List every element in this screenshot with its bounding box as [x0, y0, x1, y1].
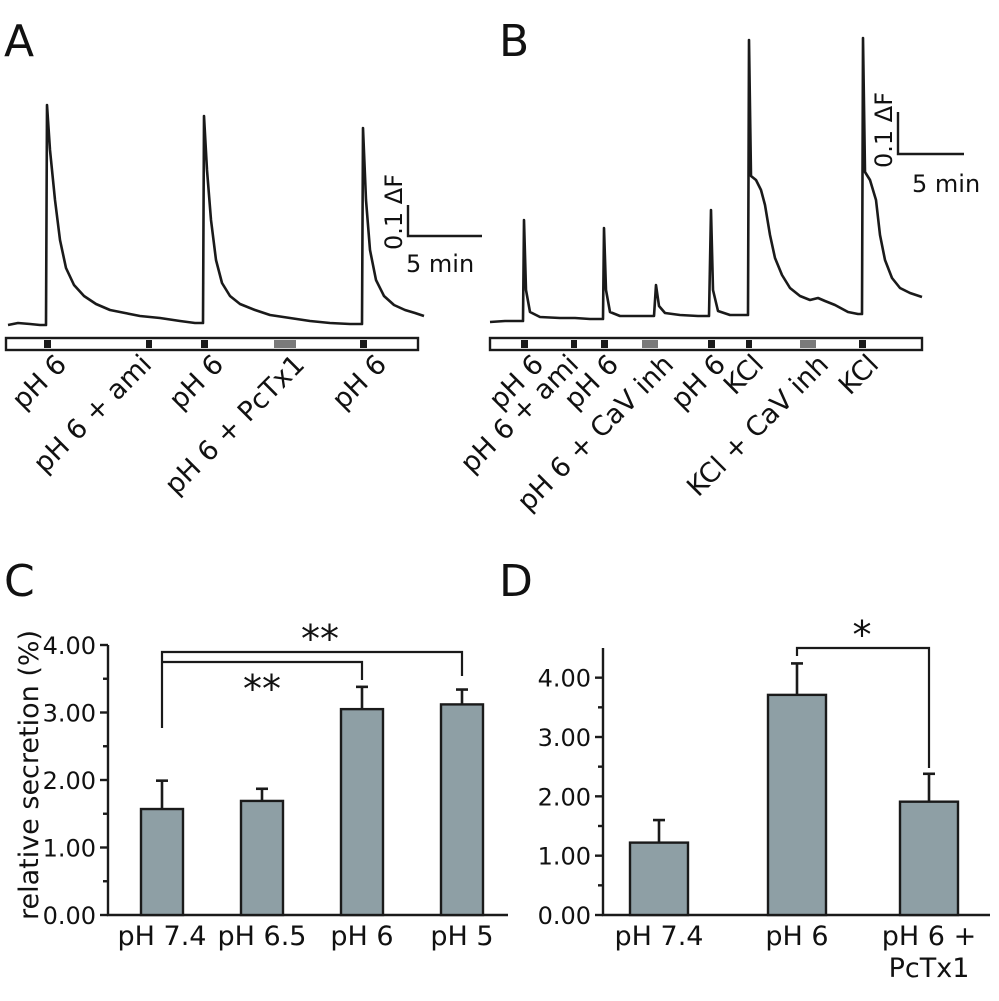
panel-b-stim-mark [859, 340, 866, 348]
panel-b-calcium-trace [489, 36, 923, 324]
panel-d-y-tick-label: 3.00 [538, 724, 591, 752]
panel-d-bar-2 [766, 693, 828, 917]
panel-c-y-tick-label: 4.00 [43, 632, 96, 660]
panel-b-stim-mark [800, 340, 816, 348]
panel-c-x-tick-label: pH 7.4 [118, 921, 207, 952]
panel-d-bar-3 [898, 800, 960, 917]
panel-c-y-tick-label: 0.00 [43, 902, 96, 930]
panel-a-calcium-trace [7, 103, 425, 327]
panel-c-y-tick-label: 2.00 [43, 767, 96, 795]
panel-a-scale-bar [406, 205, 482, 238]
panel-b-stim-mark [521, 340, 528, 348]
panel-d-bar-1 [628, 841, 690, 917]
panel-letter-a: A [4, 16, 34, 67]
panel-d-y-tick-label: 1.00 [538, 843, 591, 871]
panel-d-y-tick-label: 0.00 [538, 902, 591, 930]
panel-c-y-tick-label: 1.00 [43, 835, 96, 863]
panel-letter-d: D [499, 556, 533, 607]
panel-b-scale-df-label: 0.1 ΔF [870, 92, 898, 168]
panel-a-trace-group: 0.1 ΔF 5 min pH 6 pH 6 + ami pH 6 pH 6 +… [4, 103, 482, 501]
panel-b-stimulus-bar [488, 336, 924, 352]
panel-c-y-axis-label: relative secretion (%) [14, 630, 45, 920]
panel-a-stim-label-4: pH 6 + PcTx1 [159, 349, 311, 501]
panel-a-stim-mark [201, 340, 208, 348]
panel-c-bar-4 [439, 703, 485, 917]
panel-b-stim-mark [746, 340, 752, 348]
panel-b-stim-label-6: KCl [718, 349, 770, 401]
panel-c-bar-3 [339, 707, 385, 917]
panel-a-stim-label-1: pH 6 [6, 349, 73, 416]
panel-b-stim-label-8: KCl [833, 349, 885, 401]
panel-a-stim-label-5: pH 6 [326, 349, 393, 416]
panel-d-x-tick-label: pH 7.4 [615, 921, 704, 952]
panel-c-x-tick-label: pH 6.5 [218, 921, 307, 952]
panel-d-y-tick-label: 4.00 [538, 665, 591, 693]
panel-c-sig-bracket-outer [160, 650, 464, 728]
panel-c-bar-chart: relative secretion (%) ** ** 0.00 1.00 2.0… [14, 617, 508, 952]
panel-c-y-tick-label: 3.00 [43, 700, 96, 728]
panel-b-stim-mark [708, 340, 715, 348]
panel-letter-c: C [4, 556, 35, 607]
panel-c-x-tick-label: pH 6 [330, 921, 393, 952]
panel-c-bar-1 [139, 807, 185, 917]
panel-c-bar-2 [239, 799, 285, 917]
panel-a-stim-mark [274, 340, 296, 348]
panel-c-significance-inner: ** [243, 667, 281, 711]
panel-b-stim-mark [601, 340, 608, 348]
panel-b-stim-mark [642, 340, 658, 348]
panel-a-stimulus-bar [4, 336, 420, 352]
panel-d-bar-chart: * 0.00 1.00 2.00 3.00 4.00 pH 7.4 pH 6 pH 6 +Pc… [538, 613, 990, 984]
panel-d-significance: * [853, 613, 872, 657]
panel-b-scale-time-label: 5 min [912, 170, 980, 198]
panel-letter-b: B [499, 16, 529, 67]
panel-b-scale-bar [896, 112, 964, 156]
panel-a-scale-time-label: 5 min [406, 250, 474, 278]
panel-c-x-tick-label: pH 5 [430, 921, 493, 952]
panel-d-sig-bracket [795, 646, 931, 768]
panel-c-significance-outer: ** [301, 617, 339, 661]
panel-d-x-tick-label: pH 6 [765, 921, 828, 952]
panel-b-trace-group: 0.1 ΔF 5 min pH 6 pH 6 + ami pH 6 pH 6 +… [455, 36, 980, 517]
panel-d-x-tick-label: pH 6 + [882, 921, 976, 952]
panel-c-sig-bracket-inner [162, 660, 364, 680]
panel-a-stim-mark [146, 340, 152, 348]
panel-a-scale-df-label: 0.1 ΔF [380, 174, 408, 250]
panel-d-y-tick-label: 2.00 [538, 783, 591, 811]
panel-a-stim-label-3: pH 6 [163, 349, 230, 416]
panel-a-stim-mark [44, 340, 51, 348]
panel-b-stim-mark [571, 340, 577, 348]
panel-a-stim-mark [360, 340, 367, 348]
panel-d-x-tick-label: PcTx1 [889, 953, 970, 984]
